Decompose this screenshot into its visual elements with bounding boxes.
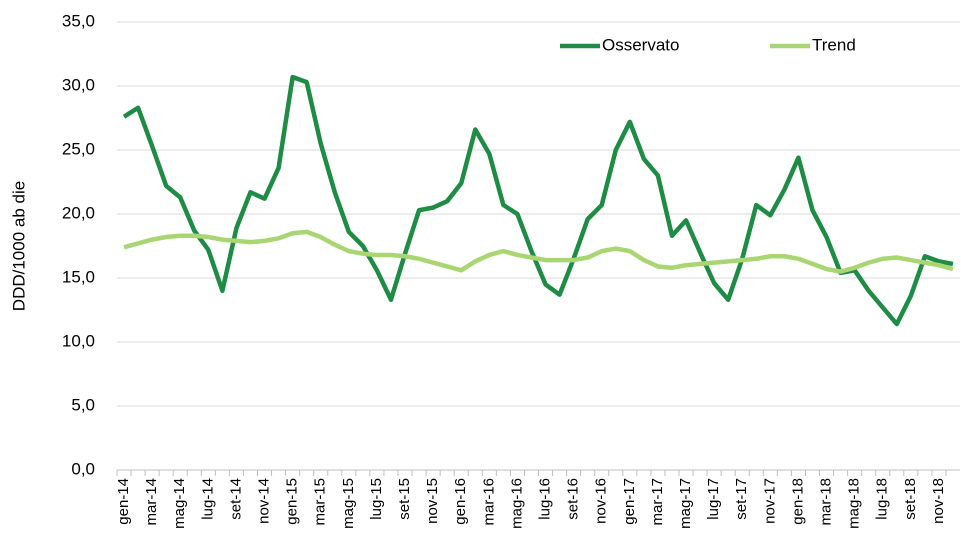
x-tick-label: mag-17 — [677, 478, 694, 529]
legend-label: Osservato — [602, 35, 679, 54]
x-tick-label: set-17 — [733, 478, 750, 520]
y-tick-label: 35,0 — [62, 11, 95, 30]
x-tick-label: gen-17 — [621, 478, 638, 525]
x-tick-label: mar-15 — [312, 478, 329, 526]
x-tick-label: nov-18 — [930, 478, 947, 524]
x-tick-label: nov-14 — [255, 478, 272, 524]
x-tick-label: nov-17 — [761, 478, 778, 524]
x-tick-label: mar-16 — [480, 478, 497, 526]
y-tick-label: 5,0 — [71, 395, 95, 414]
y-tick-label: 10,0 — [62, 331, 95, 350]
x-tick-label: nov-16 — [593, 478, 610, 524]
y-tick-label: 0,0 — [71, 459, 95, 478]
legend-label: Trend — [812, 35, 856, 54]
x-tick-label: mar-17 — [649, 478, 666, 526]
y-tick-label: 25,0 — [62, 139, 95, 158]
data-line — [122, 74, 954, 327]
x-tick-label: mar-14 — [143, 478, 160, 526]
y-tick-label: 15,0 — [62, 267, 95, 286]
x-tick-label: set-15 — [396, 478, 413, 520]
x-tick-label: gen-18 — [789, 478, 806, 525]
x-tick-label: set-14 — [227, 478, 244, 520]
x-tick-label: set-16 — [565, 478, 582, 520]
x-tick-label: lug-18 — [874, 478, 891, 520]
y-tick-label: 30,0 — [62, 75, 95, 94]
x-tick-label: gen-16 — [452, 478, 469, 525]
x-tick-label: mar-18 — [817, 478, 834, 526]
x-tick-label: set-18 — [902, 478, 919, 520]
data-line — [123, 229, 954, 274]
y-tick-label: 20,0 — [62, 203, 95, 222]
x-tick-label: gen-14 — [115, 478, 132, 525]
x-tick-label: mag-15 — [340, 478, 357, 529]
x-tick-label: mag-16 — [508, 478, 525, 529]
x-tick-label: lug-17 — [705, 478, 722, 520]
x-tick-label: mag-14 — [171, 478, 188, 529]
x-tick-label: lug-14 — [199, 478, 216, 520]
x-tick-label: gen-15 — [284, 478, 301, 525]
x-tick-label: nov-15 — [424, 478, 441, 524]
x-tick-label: lug-15 — [368, 478, 385, 520]
y-axis-label: DDD/1000 ab die — [9, 181, 28, 311]
x-tick-label: mag-18 — [846, 478, 863, 529]
x-tick-label: lug-16 — [536, 478, 553, 520]
